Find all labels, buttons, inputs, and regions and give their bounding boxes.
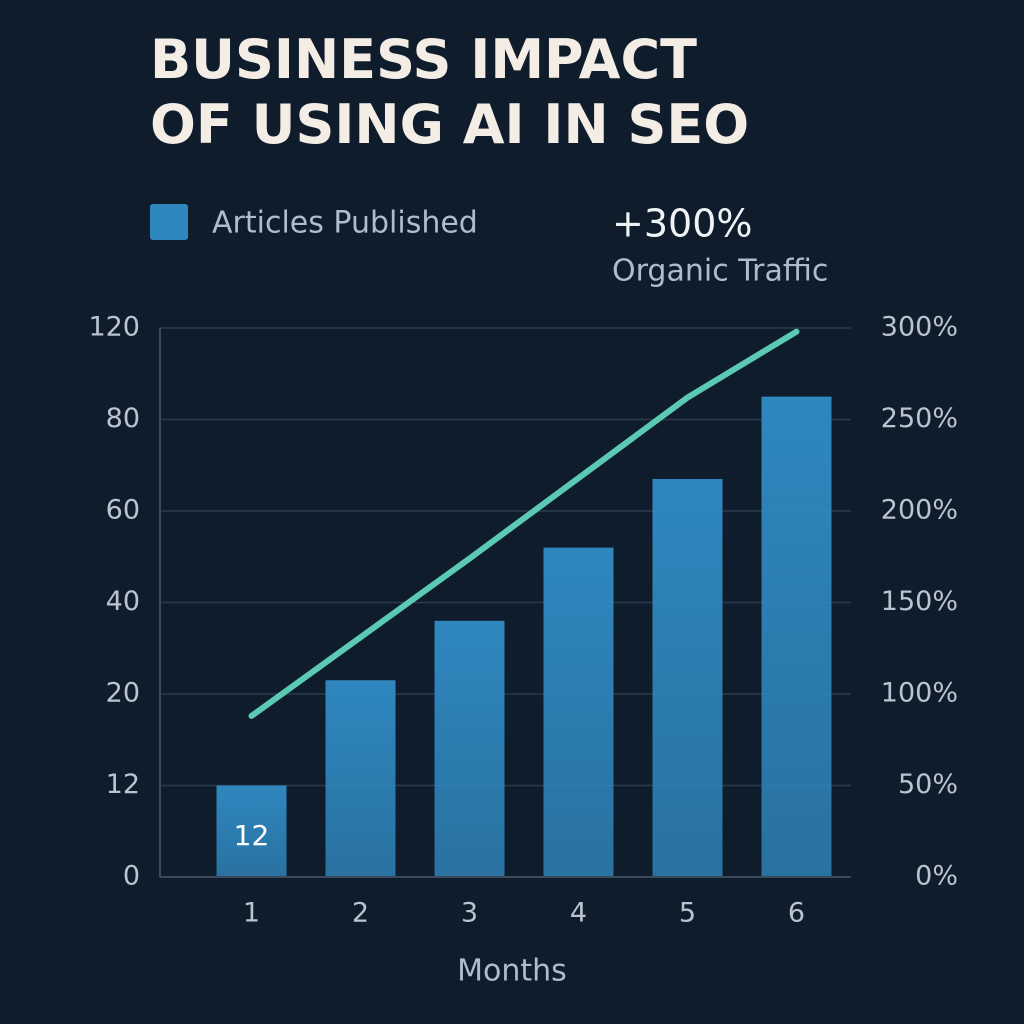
- y-tick-label: 20: [106, 678, 140, 709]
- y2-tick-label: 250%: [881, 403, 958, 434]
- bar: [543, 547, 614, 877]
- y-tick-label: 60: [106, 495, 140, 526]
- data-label: 12: [234, 819, 270, 852]
- y2-tick-label: 200%: [881, 495, 958, 526]
- y-tick-label: 120: [88, 312, 140, 343]
- x-tick-label: 5: [679, 898, 696, 929]
- x-tick-label: 2: [352, 898, 369, 929]
- legend-label: Articles Published: [212, 206, 478, 241]
- y2-tick-label: 50%: [898, 769, 958, 800]
- legend-label: Organic Traffic: [612, 254, 828, 289]
- bar: [325, 680, 396, 877]
- chart-title: BUSINESS IMPACT: [150, 28, 697, 91]
- y-tick-label: 12: [106, 769, 140, 800]
- y2-tick-label: 100%: [881, 678, 958, 709]
- bar: [434, 620, 505, 877]
- x-tick-label: 4: [570, 898, 587, 929]
- x-tick-label: 3: [461, 898, 478, 929]
- y2-tick-label: 0%: [915, 861, 958, 892]
- bar: [216, 785, 287, 877]
- x-axis-label: Months: [457, 954, 567, 989]
- y-tick-label: 0: [123, 861, 140, 892]
- y2-tick-label: 300%: [881, 312, 958, 343]
- annotation: +300%: [612, 202, 752, 246]
- y-tick-label: 80: [106, 403, 140, 434]
- legend-swatch: [150, 204, 188, 240]
- line: [248, 328, 800, 719]
- bar: [652, 478, 723, 877]
- chart-title: OF USING AI IN SEO: [150, 93, 749, 156]
- y-tick-label: 40: [106, 586, 140, 617]
- x-tick-label: 1: [243, 898, 260, 929]
- bar: [761, 396, 832, 877]
- y2-tick-label: 150%: [881, 586, 958, 617]
- x-tick-label: 6: [788, 898, 805, 929]
